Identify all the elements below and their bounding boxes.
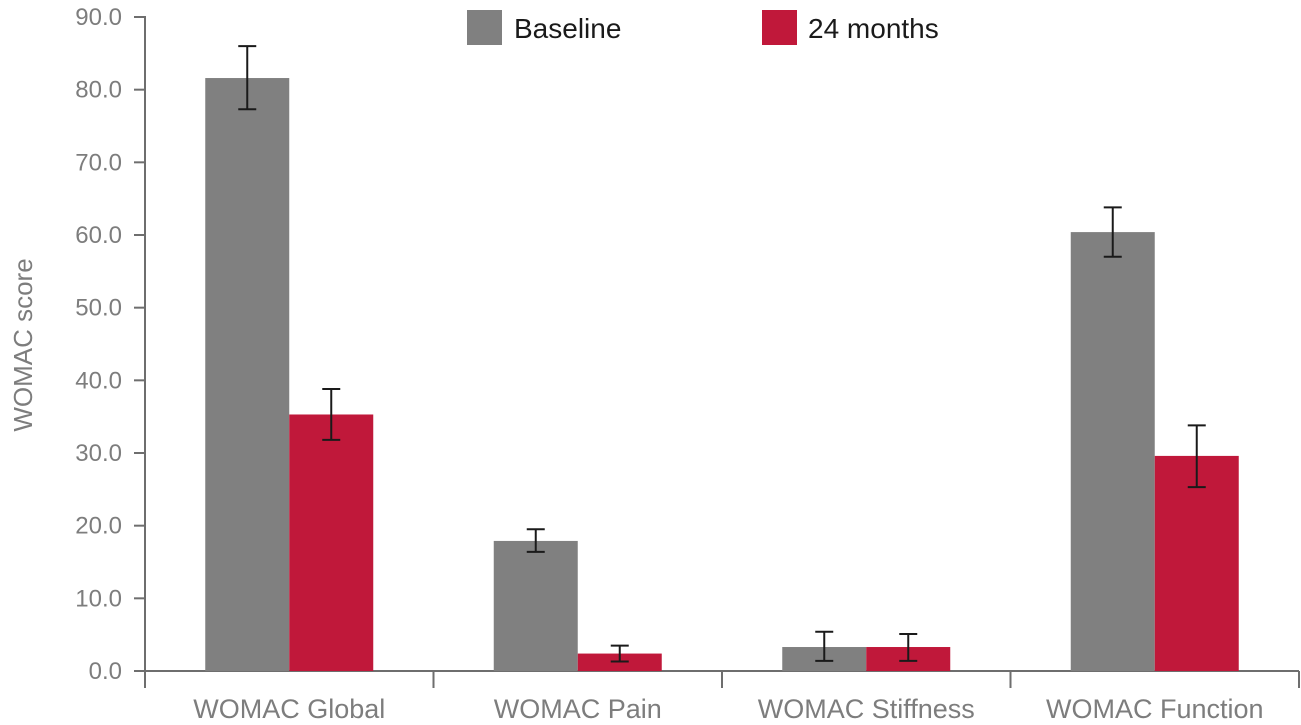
- bar-24-months: [1154, 455, 1239, 671]
- legend-swatch: [467, 10, 502, 45]
- y-tick-label: 40.0: [75, 367, 122, 394]
- bar-baseline: [205, 78, 290, 672]
- x-axis: WOMAC Global WOMAC Pain WOMAC Stiffness WOM…: [144, 670, 1300, 724]
- bar-baseline: [493, 540, 578, 671]
- error-bars: [238, 45, 1206, 663]
- category-label: WOMAC Stiffness: [758, 694, 975, 724]
- y-axis: 0.0 10.0 20.0 30.0 40.0 50.0 60.0 70.0 80.0 90.0: [75, 4, 146, 685]
- y-tick-label: 20.0: [75, 513, 122, 540]
- category-label: WOMAC Global: [193, 694, 385, 724]
- legend: Baseline 24 months: [467, 10, 939, 45]
- bar-24-months: [289, 414, 374, 671]
- bar-baseline: [1070, 232, 1155, 672]
- legend-swatch: [762, 10, 797, 45]
- y-tick-label: 80.0: [75, 77, 122, 104]
- category-label: WOMAC Pain: [494, 694, 662, 724]
- legend-label: Baseline: [514, 13, 621, 44]
- y-tick-label: 0.0: [89, 658, 122, 685]
- bars: [205, 78, 1239, 672]
- category-label: WOMAC Function: [1046, 694, 1264, 724]
- y-axis-title: WOMAC score: [8, 258, 38, 431]
- y-tick-label: 60.0: [75, 222, 122, 249]
- y-tick-label: 10.0: [75, 585, 122, 612]
- y-tick-label: 50.0: [75, 295, 122, 322]
- y-tick-label: 90.0: [75, 4, 122, 31]
- legend-label: 24 months: [808, 13, 939, 44]
- y-tick-label: 30.0: [75, 440, 122, 467]
- y-tick-label: 70.0: [75, 149, 122, 176]
